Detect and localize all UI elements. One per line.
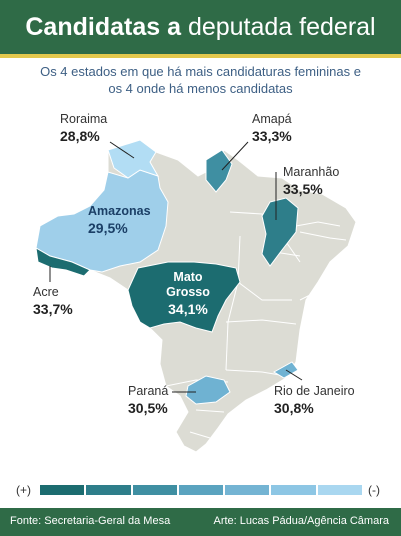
title-bold: Candidatas a (25, 13, 181, 41)
page-title: Candidatas a deputada federal (0, 12, 401, 42)
label-parana: Paraná 30,5% (128, 384, 169, 416)
label-mato-grosso: Mato Grosso 34,1% (166, 270, 210, 317)
label-acre: Acre 33,7% (33, 285, 73, 317)
leader-lines (49, 141, 303, 393)
footer-source: Fonte: Secretaria-Geral da Mesa (10, 515, 171, 527)
state-parana (185, 375, 231, 405)
legend-less-label: (-) (368, 483, 380, 497)
label-roraima: Roraima 28,8% (60, 112, 108, 144)
label-maranhao: Maranhão 33,5% (283, 165, 340, 197)
state-amapa (205, 149, 233, 193)
legend-more-label: (+) (16, 483, 31, 497)
subtitle-line-1: Os 4 estados em que há mais candidaturas… (40, 64, 361, 79)
legend-swatch (178, 485, 224, 495)
state-mato-grosso (127, 261, 241, 333)
subtitle: Os 4 estados em que há mais candidaturas… (10, 63, 391, 97)
footer-credit: Arte: Lucas Pádua/Agência Câmara (213, 515, 390, 527)
header-accent-rule (0, 54, 401, 58)
legend-swatch (86, 485, 131, 495)
label-rio-de-janeiro: Rio de Janeiro 30,8% (274, 384, 355, 416)
legend-swatch (40, 485, 85, 495)
header-bar (0, 0, 401, 54)
label-amazonas: Amazonas 29,5% (88, 204, 151, 236)
legend-swatch (132, 485, 177, 495)
state-acre (35, 247, 91, 277)
subtitle-line-2: os 4 onde há menos candidatas (108, 81, 293, 96)
state-maranhao (261, 197, 299, 267)
title-rest: deputada federal (187, 13, 376, 41)
legend-swatch (271, 485, 316, 495)
legend-swatch (225, 485, 270, 495)
legend-swatch (317, 485, 362, 495)
label-amapa: Amapá 33,3% (252, 112, 292, 144)
footer-bar: Fonte: Secretaria-Geral da Mesa Arte: Lu… (0, 508, 401, 536)
